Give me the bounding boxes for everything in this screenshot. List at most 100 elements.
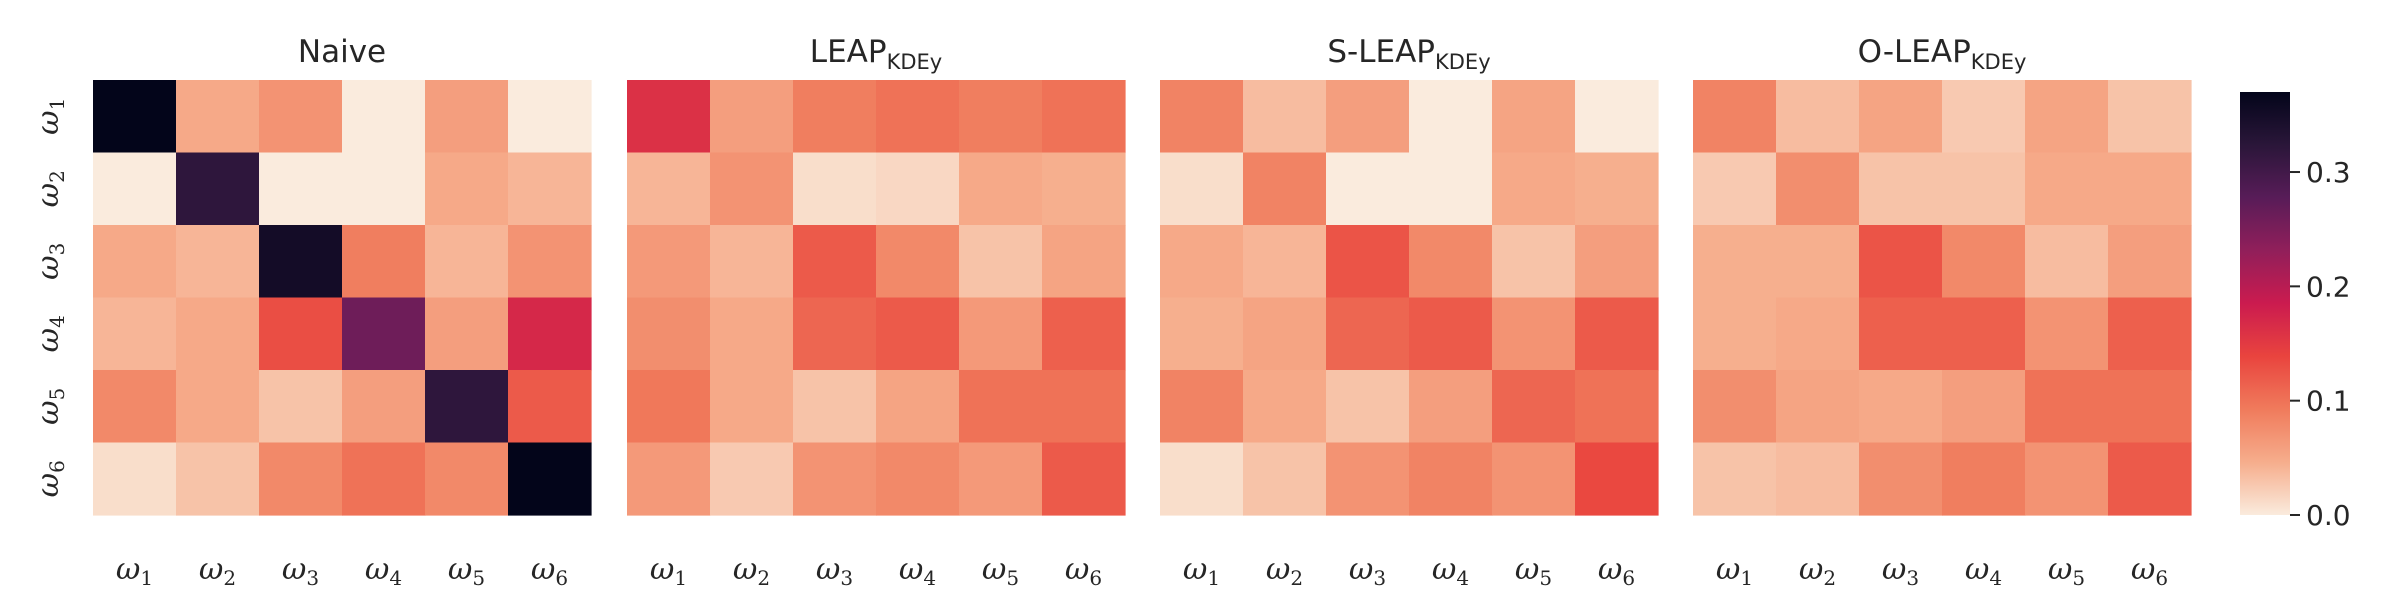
x-tick-index: 3 bbox=[1906, 566, 1919, 590]
heatmap-cell bbox=[1042, 152, 1126, 226]
heatmap-cell bbox=[876, 442, 960, 516]
heatmap-cell bbox=[1575, 370, 1659, 444]
x-tick-index: 1 bbox=[140, 566, 153, 590]
y-tick-symbol: ω bbox=[31, 400, 66, 424]
heatmap-cell bbox=[93, 152, 177, 226]
heatmap-cell bbox=[2108, 370, 2192, 444]
x-tick-symbol: ω bbox=[1183, 552, 1207, 587]
heatmap-cell bbox=[959, 297, 1043, 371]
heatmap-cell bbox=[710, 80, 794, 154]
x-tick-index: 6 bbox=[555, 566, 568, 590]
heatmap-cell bbox=[2108, 80, 2192, 154]
heatmap-cell bbox=[1326, 297, 1410, 371]
heatmap-cell bbox=[710, 370, 794, 444]
heatmap-cell bbox=[1243, 297, 1327, 371]
panel-title: Naive bbox=[298, 34, 386, 70]
heatmap-cell bbox=[1243, 80, 1327, 154]
heatmap-cell bbox=[876, 152, 960, 226]
heatmap-cell bbox=[1942, 442, 2026, 516]
x-tick-symbol: ω bbox=[1515, 552, 1539, 587]
x-tick-label: ω1 bbox=[650, 552, 687, 590]
x-tick-symbol: ω bbox=[650, 552, 674, 587]
heatmap-cell bbox=[1160, 152, 1244, 226]
heatmap-cell bbox=[93, 80, 177, 154]
heatmap-cell bbox=[959, 225, 1043, 299]
x-tick-symbol: ω bbox=[1266, 552, 1290, 587]
heatmap-cell bbox=[1575, 225, 1659, 299]
heatmap-cell bbox=[425, 225, 509, 299]
heatmap-cell bbox=[342, 297, 426, 371]
y-tick-label: ω5 bbox=[31, 388, 69, 425]
heatmap-cell bbox=[1942, 370, 2026, 444]
heatmap-cell bbox=[508, 297, 592, 371]
heatmap-cell bbox=[342, 442, 426, 516]
x-tick-index: 6 bbox=[1089, 566, 1102, 590]
y-tick-symbol: ω bbox=[31, 473, 66, 497]
heatmap-cell bbox=[959, 80, 1043, 154]
x-tick-index: 5 bbox=[472, 566, 485, 590]
heatmap-cell bbox=[93, 297, 177, 371]
colorbar-tick-label: 0.1 bbox=[2306, 385, 2351, 418]
heatmap-cell bbox=[1042, 80, 1126, 154]
x-tick-symbol: ω bbox=[365, 552, 389, 587]
heatmap-cell bbox=[1693, 370, 1777, 444]
y-tick-label: ω1 bbox=[31, 98, 69, 135]
y-tick-index: 2 bbox=[45, 170, 69, 183]
heatmap-cell bbox=[93, 225, 177, 299]
heatmap-cell bbox=[2025, 152, 2109, 226]
x-tick-symbol: ω bbox=[1349, 552, 1373, 587]
x-tick-index: 4 bbox=[1456, 566, 1469, 590]
x-tick-label: ω6 bbox=[2131, 552, 2168, 590]
heatmap-cell bbox=[93, 442, 177, 516]
heatmap-cell bbox=[1326, 80, 1410, 154]
heatmap-cell bbox=[342, 370, 426, 444]
y-tick-symbol: ω bbox=[31, 328, 66, 352]
x-tick-symbol: ω bbox=[1716, 552, 1740, 587]
heatmap-cell bbox=[1160, 442, 1244, 516]
panel-title-subscript: KDEy bbox=[1435, 50, 1491, 74]
heatmap-cell bbox=[1042, 370, 1126, 444]
heatmap-cell bbox=[1693, 297, 1777, 371]
heatmap-cell bbox=[1693, 442, 1777, 516]
heatmap-cell bbox=[627, 297, 711, 371]
x-tick-index: 1 bbox=[1740, 566, 1753, 590]
heatmap-cell bbox=[1693, 225, 1777, 299]
heatmap-cell bbox=[1160, 370, 1244, 444]
heatmap-cell bbox=[1243, 370, 1327, 444]
x-tick-symbol: ω bbox=[733, 552, 757, 587]
x-tick-label: ω2 bbox=[733, 552, 770, 590]
heatmap-cell bbox=[710, 225, 794, 299]
heatmap-cell bbox=[2108, 297, 2192, 371]
x-tick-index: 2 bbox=[223, 566, 236, 590]
x-tick-label: ω5 bbox=[448, 552, 485, 590]
heatmap-cell bbox=[342, 80, 426, 154]
heatmap-cell bbox=[1042, 442, 1126, 516]
panel-title-main: Naive bbox=[298, 34, 386, 70]
heatmap-cell bbox=[1243, 225, 1327, 299]
y-tick-label: ω6 bbox=[31, 460, 69, 497]
heatmap-cell bbox=[508, 225, 592, 299]
x-tick-symbol: ω bbox=[448, 552, 472, 587]
heatmap-cell bbox=[508, 370, 592, 444]
heatmap-cell bbox=[793, 370, 877, 444]
heatmap-cell bbox=[176, 297, 260, 371]
heatmap-cell bbox=[1942, 80, 2026, 154]
heatmap-cell bbox=[259, 442, 343, 516]
heatmap-cell bbox=[1243, 442, 1327, 516]
heatmap-cell bbox=[1776, 80, 1860, 154]
heatmap-cell bbox=[1575, 152, 1659, 226]
heatmap-cell bbox=[1776, 442, 1860, 516]
y-tick-label: ω4 bbox=[31, 315, 69, 352]
x-tick-symbol: ω bbox=[531, 552, 555, 587]
x-tick-label: ω6 bbox=[531, 552, 568, 590]
x-tick-index: 3 bbox=[306, 566, 319, 590]
heatmap-cell bbox=[259, 152, 343, 226]
x-tick-label: ω1 bbox=[1183, 552, 1220, 590]
x-tick-label: ω4 bbox=[1965, 552, 2002, 590]
heatmap-cell bbox=[176, 225, 260, 299]
heatmap-cell bbox=[1409, 370, 1493, 444]
heatmap-cell bbox=[1326, 370, 1410, 444]
